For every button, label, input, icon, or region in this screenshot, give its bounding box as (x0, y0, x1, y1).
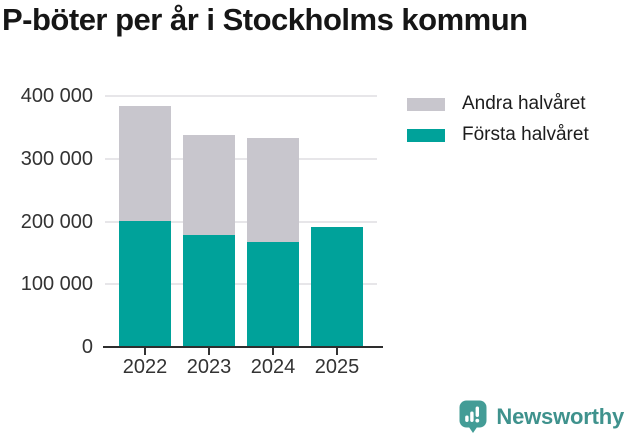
x-tick-label: 2023 (186, 356, 232, 378)
y-axis: 0 100 000 200 000 300 000 400 000 (0, 85, 93, 358)
legend-label: Andra halvåret (462, 93, 586, 114)
bar-2023-andra-halv-ret (183, 135, 235, 235)
brand-name: Newsworthy (496, 404, 624, 429)
bar-2024-f-rsta-halv-ret (247, 242, 299, 347)
bar-2022-f-rsta-halv-ret (119, 221, 171, 347)
y-tick-label: 0 (81, 336, 93, 358)
x-tick-label: 2025 (314, 356, 360, 378)
x-tick (208, 348, 210, 355)
legend: Andra halvåret Första halvåret (407, 93, 589, 155)
newsworthy-logo-icon (459, 400, 487, 433)
bar-2023-f-rsta-halv-ret (183, 235, 235, 347)
x-tick (272, 348, 274, 355)
y-tick-label: 100 000 (20, 273, 93, 296)
y-tick-label: 400 000 (20, 85, 93, 107)
legend-swatch (407, 97, 445, 111)
bar-2022-andra-halv-ret (119, 106, 171, 221)
plot-area (105, 95, 377, 347)
y-tick-label: 300 000 (20, 147, 93, 170)
brand-footer: Newsworthy (459, 400, 624, 434)
bar-2024-andra-halv-ret (247, 138, 299, 242)
gridline (105, 283, 377, 286)
bar-2025-f-rsta-halv-ret (311, 227, 363, 347)
gridline (105, 95, 377, 97)
x-tick (144, 348, 146, 355)
x-tick-label: 2022 (122, 356, 168, 378)
x-tick-label: 2024 (250, 356, 296, 378)
x-tick (336, 348, 338, 355)
x-axis-line (103, 346, 383, 348)
y-tick-label: 200 000 (20, 210, 93, 233)
chart-title: P-böter per år i Stockholms kommun (2, 2, 528, 37)
legend-label: Första halvåret (462, 124, 589, 145)
gridline (105, 220, 377, 223)
legend-item: Första halvåret (407, 124, 589, 146)
legend-swatch (407, 128, 445, 142)
gridline (105, 157, 377, 160)
legend-item: Andra halvåret (407, 93, 589, 115)
